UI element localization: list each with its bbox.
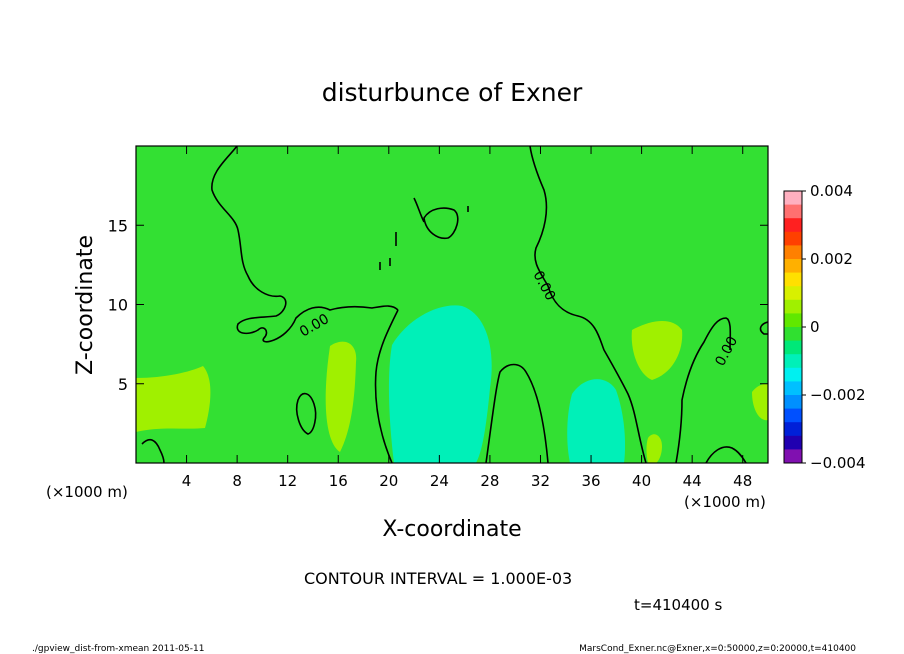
- colorbar-swatch: [784, 422, 802, 437]
- x-tick-label: 28: [480, 472, 499, 490]
- colorbar-labels: 0.004 0.002 0 −0.002 −0.004: [802, 182, 866, 472]
- colorbar-swatch: [784, 191, 802, 206]
- chart-title: disturbunce of Exner: [322, 78, 583, 107]
- x-tick-label: 44: [683, 472, 702, 490]
- region-negative-lower-right: [567, 379, 626, 463]
- x-tick-label: 12: [278, 472, 297, 490]
- colorbar-swatch: [784, 313, 802, 328]
- colorbar-swatch: [784, 367, 802, 382]
- x-tick-label: 24: [430, 472, 449, 490]
- x-tick-label: 40: [632, 472, 651, 490]
- colorbar-swatch: [784, 449, 802, 464]
- x-tick-label: 8: [232, 472, 242, 490]
- contour-lines: [141, 146, 768, 463]
- colorbar-swatch: [784, 204, 802, 219]
- colorbar-swatch: [784, 435, 802, 450]
- contour-line-zero: [295, 392, 317, 435]
- colorbar-swatch: [784, 231, 802, 246]
- colorbar-swatch: [784, 245, 802, 260]
- x-tick-label: 32: [531, 472, 550, 490]
- colorbar-swatch: [784, 218, 802, 233]
- plot-area: [136, 146, 768, 463]
- colorbar-label: −0.002: [810, 386, 866, 404]
- contour-line-zero: [485, 363, 549, 463]
- contour-line-zero: [374, 309, 399, 463]
- colorbar-swatch: [784, 286, 802, 301]
- colorbar-swatch: [784, 340, 802, 355]
- colorbar-swatch: [784, 299, 802, 314]
- x-tick-label: 20: [379, 472, 398, 490]
- x-axis-ticks: 4 8 12 16 20 24 28 32 36 40 44 48: [182, 146, 752, 490]
- contour-line-zero: [529, 146, 647, 463]
- region-negative-tongue: [388, 305, 492, 463]
- colorbar-swatch: [784, 381, 802, 396]
- y-tick-label: 15: [108, 216, 128, 235]
- y-tick-label: 10: [108, 296, 128, 315]
- contour-interval-text: CONTOUR INTERVAL = 1.000E-03: [304, 569, 572, 588]
- colorbar-label: 0: [810, 318, 820, 336]
- x-unit-label-left: (×1000 m): [46, 483, 128, 501]
- colorbar-swatch: [784, 354, 802, 369]
- contour-line-zero: [675, 317, 732, 463]
- colorbar-label: 0.004: [810, 182, 853, 200]
- y-axis-ticks: 5 10 15: [108, 216, 768, 394]
- time-stamp-text: t=410400 s: [634, 596, 722, 614]
- contour-line-zero: [413, 197, 425, 223]
- x-tick-label: 48: [733, 472, 752, 490]
- x-axis-label: X-coordinate: [382, 517, 521, 542]
- shaded-regions: [136, 305, 768, 463]
- colorbar-swatch: [784, 259, 802, 274]
- x-unit-label-right: (×1000 m): [684, 493, 766, 511]
- x-tick-label: 36: [581, 472, 600, 490]
- colorbar-label: −0.004: [810, 454, 866, 472]
- contour-line-zero: [211, 146, 399, 343]
- colorbar-swatch: [784, 408, 802, 423]
- x-tick-label: 4: [182, 472, 192, 490]
- colorbar: [784, 191, 802, 464]
- contour-line-zero: [141, 438, 165, 463]
- y-tick-label: 5: [118, 375, 128, 394]
- colorbar-swatch: [784, 272, 802, 287]
- contour-line-zero: [423, 207, 459, 240]
- footer-right-text: MarsCond_Exner.nc@Exner,x=0:50000,z=0:20…: [579, 644, 856, 654]
- colorbar-label: 0.002: [810, 250, 853, 268]
- region-positive-lobe-right: [646, 383, 768, 463]
- x-tick-label: 16: [329, 472, 348, 490]
- footer-left-text: ./gpview_dist-from-xmean 2011-05-11: [32, 644, 204, 654]
- contour-line-zero: [705, 446, 747, 463]
- colorbar-swatch: [784, 327, 802, 342]
- y-axis-label: Z-coordinate: [73, 235, 98, 375]
- colorbar-swatch: [784, 395, 802, 410]
